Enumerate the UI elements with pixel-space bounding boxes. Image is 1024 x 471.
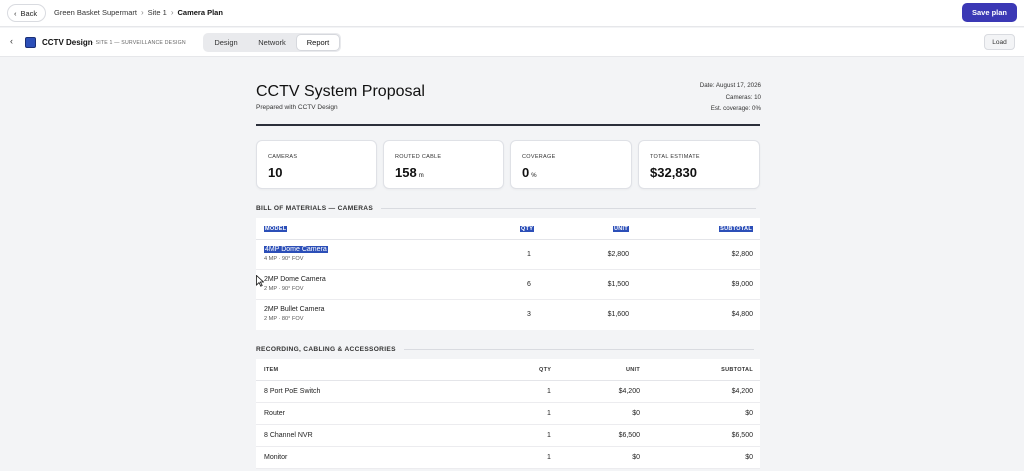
item-unit-price: $0 bbox=[632, 410, 640, 417]
app-name: CCTV Design bbox=[42, 38, 93, 47]
app-subtitle: · SITE 1 — SURVEILLANCE DESIGN bbox=[92, 40, 186, 46]
item-name: Router bbox=[264, 410, 286, 417]
save-plan-button[interactable]: Save plan bbox=[962, 3, 1017, 22]
item-qty: 1 bbox=[547, 388, 551, 395]
table-header: MODEL QTY UNIT SUBTOTAL bbox=[256, 218, 760, 240]
table-row: 2MP Bullet Camera 2 MP · 80° FOV 3 $1,60… bbox=[256, 300, 760, 330]
item-subtotal: $0 bbox=[745, 410, 753, 417]
stat-label: CAMERAS bbox=[268, 154, 298, 160]
table-row: Monitor 1 $0 $0 bbox=[256, 447, 760, 469]
cameras-table: MODEL QTY UNIT SUBTOTAL 4MP Dome Camera … bbox=[256, 218, 760, 330]
mouse-cursor-icon bbox=[256, 275, 264, 287]
item-subtotal: $6,500 bbox=[731, 432, 753, 439]
chevron-left-icon: ‹ bbox=[14, 8, 17, 18]
column-header-model: MODEL bbox=[264, 226, 288, 232]
item-qty: 1 bbox=[547, 432, 551, 439]
item-qty: 1 bbox=[547, 454, 551, 461]
chevron-right-icon: › bbox=[170, 8, 174, 17]
divider bbox=[256, 124, 760, 126]
stat-label: ROUTED CABLE bbox=[395, 154, 442, 160]
stat-card-total-estimate: TOTAL ESTIMATE $32,830 bbox=[638, 140, 760, 189]
breadcrumb-item-site[interactable]: Site 1 bbox=[147, 8, 167, 17]
camera-qty: 6 bbox=[527, 281, 531, 288]
accessories-table: ITEM QTY UNIT SUBTOTAL 8 Port PoE Switch… bbox=[256, 359, 760, 469]
tab-network[interactable]: Network bbox=[258, 38, 286, 47]
camera-subtotal: $9,000 bbox=[731, 281, 753, 288]
item-name: 8 Channel NVR bbox=[264, 432, 313, 439]
stat-value: 0% bbox=[522, 165, 537, 180]
camera-unit-price: $1,500 bbox=[607, 281, 629, 288]
camera-model: 4MP Dome Camera bbox=[264, 246, 328, 253]
item-qty: 1 bbox=[547, 410, 551, 417]
app-logo-icon bbox=[25, 37, 36, 48]
section-heading-cameras: BILL OF MATERIALS — CAMERAS bbox=[256, 205, 757, 212]
column-header-item: ITEM bbox=[264, 367, 279, 373]
stat-value: 158 m bbox=[395, 165, 424, 180]
item-subtotal: $0 bbox=[745, 454, 753, 461]
stat-card-coverage: COVERAGE 0% bbox=[510, 140, 632, 189]
item-name: Monitor bbox=[264, 454, 288, 461]
report-camera-count: Cameras: 10 bbox=[725, 93, 761, 101]
stat-label: TOTAL ESTIMATE bbox=[650, 154, 700, 160]
app-toolbar: ‹ CCTV Design · SITE 1 — SURVEILLANCE DE… bbox=[0, 28, 1024, 57]
tab-report[interactable]: Report bbox=[297, 35, 339, 50]
camera-subtotal: $4,800 bbox=[731, 311, 753, 318]
stat-card-cameras: CAMERAS 10 bbox=[256, 140, 377, 189]
item-unit-price: $6,500 bbox=[618, 432, 640, 439]
camera-model: 2MP Bullet Camera bbox=[264, 306, 325, 313]
camera-subtotal: $2,800 bbox=[731, 251, 753, 258]
table-row: Router 1 $0 $0 bbox=[256, 403, 760, 425]
camera-unit-price: $2,800 bbox=[607, 251, 629, 258]
collapse-chevron-icon[interactable]: ‹ bbox=[10, 36, 13, 46]
back-button[interactable]: ‹ Back bbox=[7, 4, 47, 22]
report-meta: Date: August 17, 2026 Cameras: 10 Est. c… bbox=[700, 80, 761, 115]
camera-unit-price: $1,600 bbox=[607, 311, 629, 318]
stat-label: COVERAGE bbox=[522, 154, 556, 160]
back-label: Back bbox=[20, 8, 38, 18]
stat-value: $32,830 bbox=[650, 165, 697, 180]
breadcrumb-item-store[interactable]: Green Basket Supermart bbox=[54, 8, 137, 17]
load-button[interactable]: Load bbox=[984, 34, 1015, 50]
stat-card-routed-cable: ROUTED CABLE 158 m bbox=[383, 140, 504, 189]
camera-model: 2MP Dome Camera bbox=[264, 276, 326, 283]
column-header-subtotal: SUBTOTAL bbox=[719, 226, 753, 232]
item-unit-price: $4,200 bbox=[618, 388, 640, 395]
table-header: ITEM QTY UNIT SUBTOTAL bbox=[256, 359, 760, 381]
view-tabs: Design Network Report bbox=[203, 33, 341, 52]
table-row: 4MP Dome Camera 4 MP · 90° FOV 1 $2,800 … bbox=[256, 240, 760, 270]
item-name: 8 Port PoE Switch bbox=[264, 388, 321, 395]
report-date: Date: August 17, 2026 bbox=[699, 82, 761, 89]
page-title: CCTV System Proposal bbox=[256, 83, 425, 100]
section-heading-accessories: RECORDING, CABLING & ACCESSORIES bbox=[256, 346, 754, 353]
column-header-subtotal: SUBTOTAL bbox=[721, 367, 753, 373]
camera-spec: 4 MP · 90° FOV bbox=[264, 256, 304, 262]
page-subtitle: Prepared with CCTV Design bbox=[256, 104, 338, 111]
report-document: CCTV System Proposal Prepared with CCTV … bbox=[256, 58, 761, 471]
item-unit-price: $0 bbox=[632, 454, 640, 461]
column-header-qty: QTY bbox=[539, 367, 552, 373]
tab-design[interactable]: Design bbox=[214, 38, 238, 47]
camera-qty: 1 bbox=[527, 251, 531, 258]
item-subtotal: $4,200 bbox=[731, 388, 753, 395]
stat-value: 10 bbox=[268, 165, 283, 180]
camera-spec: 2 MP · 90° FOV bbox=[264, 286, 304, 292]
breadcrumb: Green Basket Supermart › Site 1 › Camera… bbox=[54, 8, 223, 17]
top-bar: ‹ Back Green Basket Supermart › Site 1 ›… bbox=[0, 0, 1024, 27]
table-row: 2MP Dome Camera 2 MP · 90° FOV 6 $1,500 … bbox=[256, 270, 760, 300]
column-header-unit: UNIT bbox=[612, 226, 629, 232]
table-row: 8 Port PoE Switch 1 $4,200 $4,200 bbox=[256, 381, 760, 403]
report-coverage: Est. coverage: 0% bbox=[710, 105, 761, 112]
column-header-unit: UNIT bbox=[625, 367, 640, 373]
breadcrumb-item-current: Camera Plan bbox=[177, 8, 223, 17]
column-header-qty: QTY bbox=[520, 226, 535, 232]
camera-qty: 3 bbox=[527, 311, 531, 318]
camera-spec: 2 MP · 80° FOV bbox=[264, 316, 304, 322]
table-row: 8 Channel NVR 1 $6,500 $6,500 bbox=[256, 425, 760, 447]
chevron-right-icon: › bbox=[140, 8, 144, 17]
